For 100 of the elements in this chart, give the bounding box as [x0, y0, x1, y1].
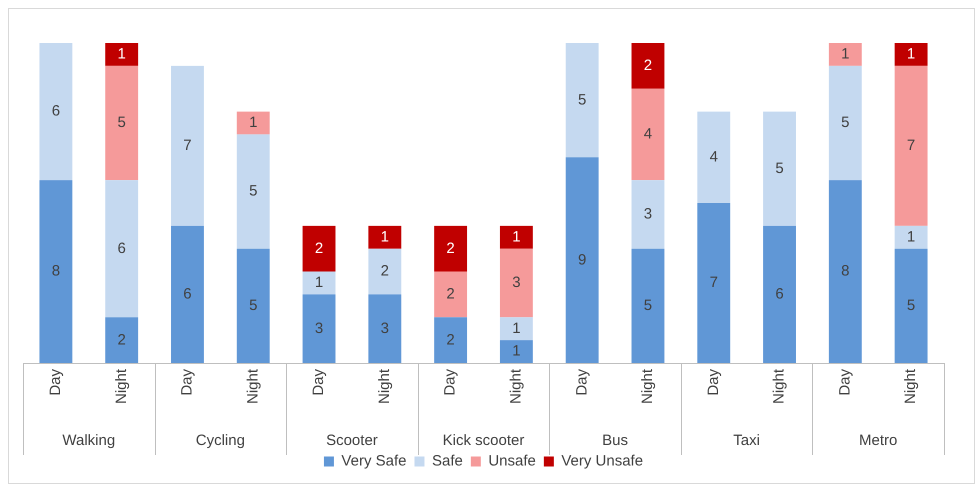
data-label: 2 — [446, 331, 455, 348]
data-label: 8 — [52, 262, 60, 280]
data-label: 6 — [775, 286, 784, 303]
data-label: 2 — [644, 56, 652, 74]
bar — [105, 180, 138, 318]
bar — [500, 248, 533, 318]
data-label: 7 — [710, 274, 718, 292]
bar — [236, 134, 270, 249]
legend-label: Very Unsafe — [561, 452, 644, 470]
x-tick-label: Night — [902, 368, 920, 404]
data-label: 5 — [906, 296, 916, 314]
bar — [368, 248, 402, 294]
bar — [302, 294, 336, 363]
x-tick-label: Day — [573, 368, 590, 396]
bar — [171, 66, 204, 226]
text: Metro — [859, 432, 898, 450]
text: Cycling — [196, 432, 245, 450]
x-tick-label: Day — [442, 368, 459, 396]
data-label: 5 — [118, 114, 126, 132]
legend-label: Unsafe — [488, 452, 536, 470]
data-label: 5 — [578, 91, 586, 108]
bar — [39, 180, 72, 363]
data-label: 5 — [249, 296, 258, 314]
bar — [894, 43, 928, 66]
data-label: 1 — [249, 114, 258, 132]
data-label: 5 — [775, 160, 784, 177]
data-label: 6 — [183, 286, 192, 303]
data-label: 2 — [380, 262, 389, 280]
bar — [236, 112, 270, 134]
text: Taxi — [733, 432, 760, 450]
data-label: 2 — [314, 240, 324, 257]
bar — [894, 66, 928, 226]
bar — [500, 340, 533, 363]
bar — [236, 248, 270, 363]
x-tick-label: Night — [508, 368, 525, 404]
bar — [500, 226, 533, 249]
bar — [302, 226, 336, 272]
data-label: 1 — [380, 228, 389, 246]
x-tick-label: Night — [376, 368, 393, 404]
data-label: 1 — [512, 320, 521, 337]
data-label: 3 — [644, 206, 652, 223]
legend-label: Safe — [432, 452, 463, 470]
data-label: 4 — [644, 126, 652, 143]
bar — [302, 272, 336, 294]
x-tick-label: Night — [244, 368, 262, 404]
data-label: 1 — [512, 228, 521, 246]
bar — [697, 202, 730, 363]
bar — [632, 88, 664, 180]
x-tick-label: Day — [310, 368, 328, 396]
data-label: 1 — [906, 228, 916, 246]
x-tick-label: Night — [112, 368, 130, 404]
data-label: 8 — [841, 262, 850, 280]
x-tick-label: Night — [639, 368, 656, 404]
bar — [763, 112, 796, 226]
bar — [763, 226, 796, 363]
bar — [434, 272, 468, 318]
data-label: 5 — [841, 114, 850, 132]
bar — [368, 226, 402, 249]
bar — [828, 180, 862, 363]
data-label: 1 — [512, 342, 521, 360]
bar — [894, 248, 928, 363]
data-label: 9 — [578, 251, 586, 268]
data-label: 5 — [644, 296, 652, 314]
bar — [434, 317, 468, 363]
text: Walking — [62, 432, 116, 450]
x-tick-label: Day — [178, 368, 196, 396]
x-tick-label: Day — [47, 368, 64, 396]
text: Bus — [602, 432, 628, 450]
data-label: 3 — [512, 274, 521, 292]
bar — [105, 43, 138, 66]
text: Scooter — [326, 432, 378, 450]
bar — [632, 180, 664, 249]
bar — [828, 66, 862, 180]
data-label: 1 — [906, 46, 916, 63]
data-label: 6 — [118, 240, 126, 257]
data-label: 1 — [118, 46, 126, 63]
bar — [632, 248, 664, 363]
data-label: 3 — [380, 320, 389, 337]
data-label: 2 — [446, 240, 455, 257]
bar — [368, 294, 402, 363]
data-label: 7 — [183, 136, 192, 154]
bar — [39, 43, 72, 180]
x-tick-label: Day — [836, 368, 854, 396]
bar — [105, 317, 138, 363]
bar — [566, 157, 599, 363]
x-tick-label: Night — [770, 368, 788, 404]
bar — [828, 43, 862, 66]
legend-label: Very Safe — [341, 452, 406, 470]
bar — [171, 226, 204, 363]
data-label: 7 — [906, 136, 916, 154]
bar — [434, 226, 468, 272]
data-label: 3 — [314, 320, 324, 337]
data-label: 1 — [841, 46, 850, 63]
text: Kick scooter — [442, 432, 524, 450]
data-label: 2 — [118, 331, 126, 348]
bar — [894, 226, 928, 249]
data-label: 4 — [710, 148, 718, 166]
data-label: 6 — [52, 102, 60, 120]
x-tick-label: Day — [704, 368, 722, 396]
bar — [105, 66, 138, 180]
